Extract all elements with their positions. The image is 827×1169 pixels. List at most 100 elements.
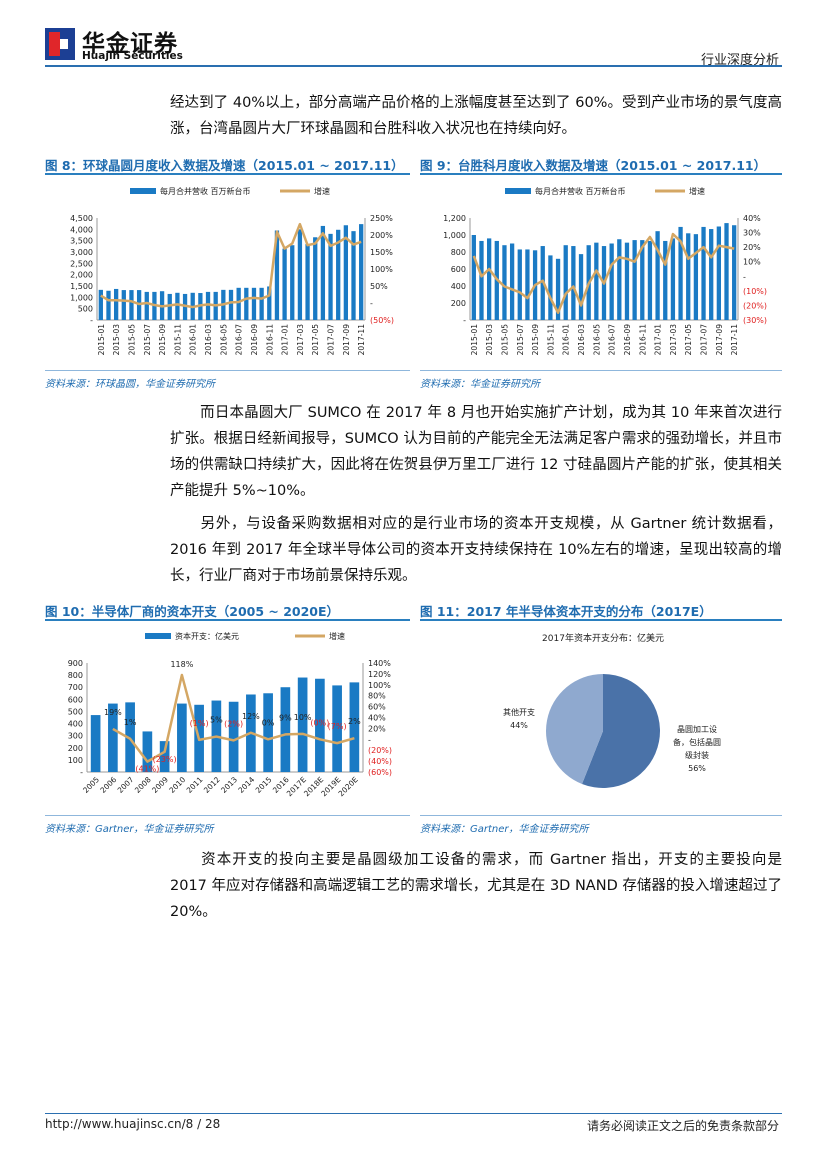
- data-label: 0%: [262, 718, 275, 727]
- left-tick-label: 2,500: [70, 259, 93, 268]
- x-tick-label: 2016-11: [638, 324, 647, 356]
- data-label: 2%: [348, 717, 361, 726]
- bar: [332, 685, 342, 772]
- x-tick-label: 2017-05: [684, 324, 693, 356]
- bar: [571, 246, 576, 320]
- left-tick-label: 400: [68, 720, 83, 729]
- data-label: (23%): [153, 755, 177, 764]
- bar: [686, 233, 691, 320]
- bar: [228, 289, 234, 320]
- left-tick-label: 300: [68, 732, 83, 741]
- bar: [359, 224, 364, 320]
- bar: [678, 226, 683, 320]
- bar: [297, 229, 303, 320]
- footer-url[interactable]: http://www.huajinsc.cn/8 / 28: [45, 1117, 221, 1131]
- bar: [280, 687, 291, 772]
- right-tick-label: 100%: [370, 265, 393, 274]
- paragraph-3: 另外，与设备采购数据相对应的是行业市场的资本开支规模，从 Gartner 统计数…: [170, 511, 782, 589]
- bar: [517, 249, 522, 320]
- x-tick-label: 2015-11: [546, 324, 555, 356]
- paragraph-4-text: 资本开支的投向主要是晶圆级加工设备的需求，而 Gartner 指出，开支的主要投…: [170, 852, 782, 920]
- figure-9-title: 图 9：台胜科月度收入数据及增速（2015.01 ~ 2017.11）: [420, 155, 782, 175]
- bar: [509, 243, 515, 320]
- legend-bar-swatch: [145, 633, 171, 639]
- bar: [479, 240, 484, 320]
- pie-value: 44%: [510, 721, 528, 730]
- legend-line-label: 增速: [689, 186, 705, 196]
- x-tick-label: 2017-11: [357, 324, 366, 356]
- left-tick-label: 1,500: [70, 282, 93, 291]
- chart-figure-8: 每月合并营收 百万新台币 增速 - 500 1,000 1,500 2,000 2,500 3,…: [70, 186, 394, 356]
- data-label: 1%: [124, 718, 137, 727]
- pie-label-line: 级封装: [685, 750, 709, 760]
- x-tick-label: 2015-05: [500, 324, 509, 356]
- figure-10-title: 图 10：半导体厂商的资本开支（2005 ~ 2020E）: [45, 601, 410, 621]
- x-tick-label: 2017-09: [342, 324, 351, 356]
- bar: [142, 731, 153, 772]
- bar: [274, 230, 280, 320]
- footer-disclaimer: 请务必阅读正文之后的免责条款部分: [586, 1119, 779, 1133]
- growth-line: [112, 673, 355, 763]
- left-tick-label: -: [80, 768, 83, 777]
- legend-bar-swatch: [130, 188, 156, 194]
- bar: [578, 254, 584, 320]
- bar: [205, 291, 211, 320]
- bar: [113, 288, 119, 320]
- figure-9-source: 资料来源：华金证券研究所: [420, 370, 782, 390]
- bar: [709, 229, 714, 320]
- x-tick-label: 2017-07: [700, 324, 709, 356]
- left-tick-label: 800: [68, 671, 83, 680]
- bar: [297, 677, 308, 772]
- bar: [343, 225, 349, 320]
- right-tick-label: -: [368, 735, 371, 744]
- footer-divider: [45, 1113, 782, 1114]
- bar: [502, 245, 507, 320]
- data-label: (41%): [135, 765, 159, 774]
- bar: [305, 244, 310, 320]
- paragraph-3-text: 另外，与设备采购数据相对应的是行业市场的资本开支规模，从 Gartner 统计数…: [170, 516, 782, 584]
- x-tick-label: 2016-05: [592, 324, 601, 356]
- left-tick-label: 4,000: [70, 225, 93, 234]
- header-divider: [45, 65, 782, 67]
- right-tick-label: (60%): [368, 768, 392, 777]
- bar: [624, 242, 630, 320]
- bar: [228, 701, 239, 772]
- bar: [175, 292, 180, 320]
- paragraph-2-text: 而日本晶圆大厂 SUMCO 在 2017 年 8 月也开始实施扩产计划，成为其 …: [170, 405, 782, 499]
- figure-11-title: 图 11：2017 年半导体资本开支的分布（2017E）: [420, 601, 782, 621]
- bar: [90, 715, 101, 772]
- x-tick-label: 2015-03: [112, 324, 121, 356]
- data-label: (2%): [224, 719, 243, 728]
- x-tick-label: 2016-09: [250, 324, 259, 356]
- bar: [129, 290, 134, 320]
- data-label: 5%: [210, 716, 223, 725]
- x-tick-label: 2015: [254, 775, 274, 795]
- left-tick-label: 800: [451, 248, 466, 257]
- bar: [555, 258, 561, 320]
- bar: [244, 287, 249, 320]
- x-tick-label: 2014: [236, 775, 256, 795]
- left-tick-label: 100: [68, 756, 83, 765]
- x-tick-label: 2015-07: [516, 324, 525, 356]
- bar: [640, 240, 645, 320]
- bar: [609, 243, 614, 320]
- right-tick-label: 250%: [370, 214, 393, 223]
- bar: [655, 231, 660, 320]
- bar: [108, 703, 118, 772]
- right-tick-label: (50%): [370, 316, 394, 325]
- bar: [267, 286, 272, 320]
- right-tick-label: (30%): [743, 316, 767, 325]
- legend-line-label: 增速: [329, 631, 345, 641]
- bar: [236, 287, 241, 320]
- report-type: 行业深度分析: [700, 53, 779, 68]
- bar: [313, 237, 318, 320]
- right-tick-label: 150%: [370, 248, 393, 257]
- bar: [125, 702, 135, 772]
- x-tick-label: 2016-11: [265, 324, 274, 356]
- data-label: (1%): [190, 719, 209, 728]
- right-tick-label: (40%): [368, 757, 392, 766]
- bar: [716, 226, 722, 320]
- x-tick-label: 2009: [150, 775, 170, 795]
- x-tick-label: 2017-05: [311, 324, 320, 356]
- left-tick-label: 3,000: [70, 248, 93, 257]
